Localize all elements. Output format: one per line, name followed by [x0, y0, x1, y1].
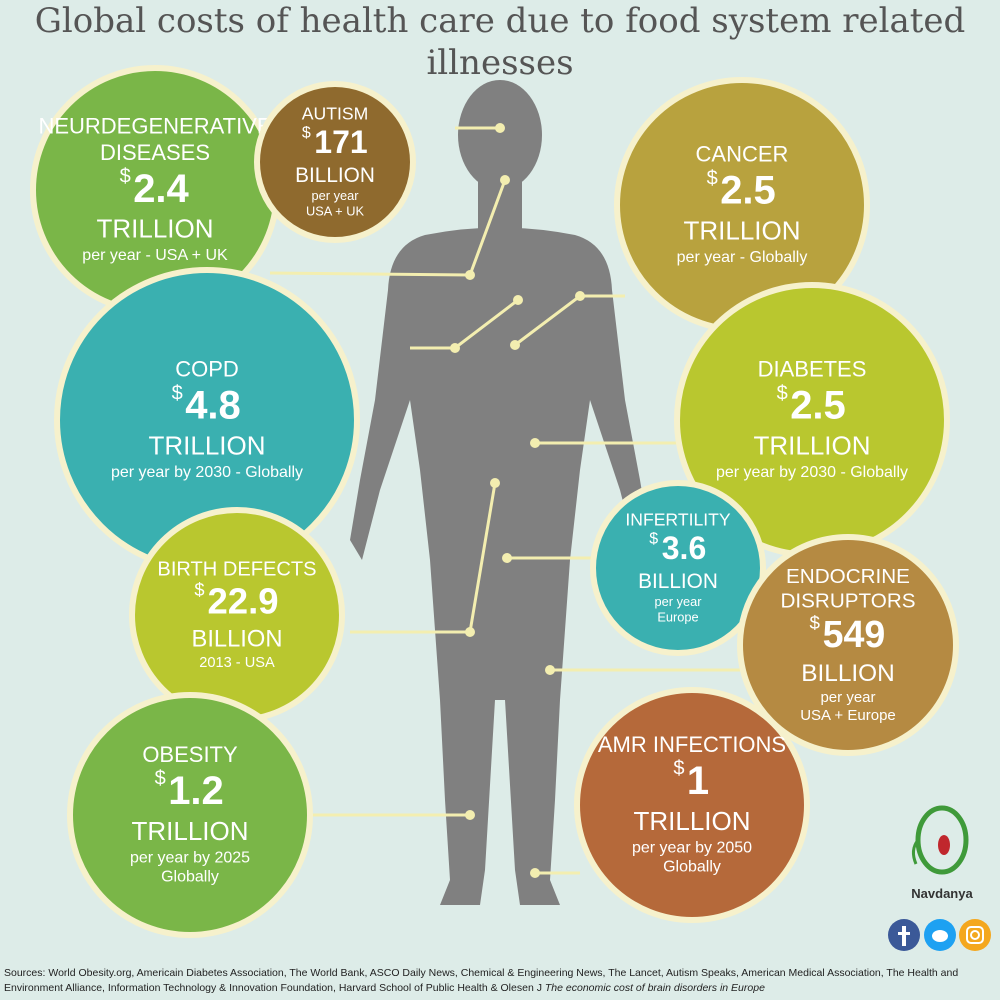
disease-label: BIRTH DEFECTS [157, 558, 316, 580]
currency-symbol: $ [809, 612, 820, 633]
cost-detail: USA + UK [306, 203, 364, 218]
currency-symbol: $ [649, 531, 658, 548]
cost-detail: per year by 2030 - Globally [716, 464, 908, 481]
cost-detail: 2013 - USA [199, 655, 275, 671]
currency-symbol: $ [120, 165, 131, 187]
circle-background [590, 480, 766, 656]
currency-symbol: $ [172, 382, 183, 404]
sources: Sources: World Obesity.org, Americain Di… [4, 966, 994, 996]
disease-label: DIABETES [758, 357, 867, 382]
cost-unit: TRILLION [96, 214, 213, 244]
disease-label: ENDOCRINE [786, 565, 910, 588]
cost-detail: per year - USA + UK [82, 247, 228, 264]
disease-label: NEURDEGENERATIVE [38, 113, 271, 138]
cost-unit: TRILLION [753, 430, 870, 460]
cost-unit: TRILLION [148, 430, 265, 460]
circle-background [254, 81, 416, 243]
sources-text: Sources: World Obesity.org, Americain Di… [4, 967, 959, 994]
cost-detail: per year by 2025 [130, 849, 250, 866]
cost-unit: TRILLION [683, 215, 800, 245]
cost-detail: per year [820, 689, 875, 706]
disease-label: INFERTILITY [625, 510, 731, 530]
connector-dots [450, 123, 585, 878]
disease-label: CANCER [696, 142, 789, 167]
cost-detail: per year [312, 188, 360, 203]
cost-detail: USA + Europe [800, 707, 896, 724]
title: Global costs of health care due to food … [34, 1, 966, 83]
cost-unit: TRILLION [633, 806, 750, 836]
cost-amount: 2.5 [720, 169, 776, 213]
currency-symbol: $ [673, 758, 684, 780]
cost-detail: Globally [663, 859, 721, 876]
currency-symbol: $ [777, 382, 788, 404]
cost-circles: NEURDEGENERATIVEDISEASES2.4$TRILLIONper … [30, 65, 959, 938]
sources-title: The economic cost of brain disorders in … [544, 982, 765, 994]
disease-label: AMR INFECTIONS [598, 732, 786, 757]
disease-label: DISEASES [100, 140, 210, 165]
cost-amount: 1 [687, 759, 709, 803]
cost-unit: BILLION [192, 626, 283, 652]
cost-detail: Globally [161, 869, 219, 886]
cost-amount: 549 [823, 613, 886, 655]
circle-background [574, 687, 810, 923]
cost-amount: 2.5 [790, 384, 846, 428]
logo: Navdanya [911, 805, 973, 901]
cost-amount: 3.6 [662, 530, 706, 566]
cost-amount: 4.8 [185, 384, 241, 428]
body-silhouette [350, 80, 650, 905]
circle-background [737, 534, 959, 756]
cost-detail: per year by 2050 [632, 839, 752, 856]
cost-amount: 22.9 [207, 581, 278, 622]
instagram-icon[interactable] [959, 919, 991, 951]
circle-background [67, 692, 313, 938]
currency-symbol: $ [302, 125, 311, 142]
cost-amount: 171 [314, 124, 367, 160]
cost-amount: 2.4 [133, 167, 189, 211]
disease-label: DISRUPTORS [780, 590, 915, 613]
cost-detail: per year [655, 594, 703, 609]
social-icons [888, 919, 991, 951]
cost-unit: TRILLION [131, 816, 248, 846]
cost-unit: BILLION [801, 660, 895, 687]
logo-name: Navdanya [911, 886, 973, 901]
currency-symbol: $ [155, 768, 166, 790]
cost-detail: Europe [657, 609, 698, 624]
disease-label: AUTISM [302, 104, 368, 124]
cost-detail: per year by 2030 - Globally [111, 464, 303, 481]
cost-unit: BILLION [638, 570, 718, 593]
currency-symbol: $ [194, 579, 204, 600]
disease-label: OBESITY [142, 742, 238, 767]
cost-detail: per year - Globally [677, 249, 808, 266]
cost-unit: BILLION [295, 164, 375, 187]
cost-amount: 1.2 [168, 769, 224, 813]
disease-label: COPD [175, 357, 239, 382]
currency-symbol: $ [707, 167, 718, 189]
